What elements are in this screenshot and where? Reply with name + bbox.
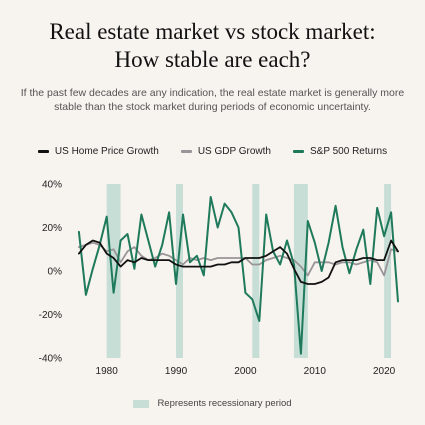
y-tick-label-1: 20%	[42, 223, 62, 234]
x-tick-label-2: 2000	[234, 366, 257, 377]
home-price-line	[78, 239, 399, 285]
x-tick-label-3: 2010	[304, 366, 327, 377]
legend-swatch-sp500	[293, 150, 304, 153]
legend-item-gdp: US GDP Growth	[180, 146, 271, 157]
page-title: Real estate market vs stock market: How …	[0, 18, 425, 74]
y-tick-label-4: -40%	[39, 354, 62, 365]
legend-item-sp500: S&P 500 Returns	[293, 146, 387, 157]
x-tick-label-1: 1990	[165, 366, 188, 377]
legend-label-gdp: US GDP Growth	[197, 146, 271, 157]
y-tick-label-2: 0%	[48, 267, 63, 278]
legend-swatch-home-price	[37, 150, 49, 153]
legend-label-sp500: S&P 500 Returns	[310, 146, 388, 157]
recession-band-0	[106, 184, 121, 358]
recession-legend: Represents recessionary period	[0, 398, 425, 409]
title-line-1: Real estate market vs stock market:	[49, 19, 376, 44]
recession-swatch	[133, 399, 150, 408]
legend-item-home-price: US Home Price Growth	[37, 146, 159, 157]
recession-legend-label: Represents recessionary period	[157, 398, 292, 409]
line-chart: 40% 20% 0% -20% -40% 1980 1990 2000 2010 2020	[39, 180, 399, 377]
x-tick-label-4: 2020	[373, 366, 396, 377]
gdp-line	[78, 241, 399, 277]
legend-label-home-price: US Home Price Growth	[54, 146, 159, 157]
page-subtitle: If the past few decades are any indicati…	[20, 87, 405, 113]
y-tick-label-0: 40%	[42, 180, 62, 191]
sp500-line	[77, 196, 399, 355]
y-tick-label-3: -20%	[39, 310, 62, 321]
chart-legend: US Home Price Growth US GDP Growth S&P 5…	[0, 146, 425, 157]
title-line-2: How stable are each?	[114, 47, 311, 72]
recession-band-2	[252, 184, 260, 358]
x-tick-label-0: 1980	[96, 366, 119, 377]
recession-band-1	[176, 184, 183, 358]
recession-band-4	[384, 184, 392, 358]
legend-swatch-gdp	[180, 150, 192, 153]
